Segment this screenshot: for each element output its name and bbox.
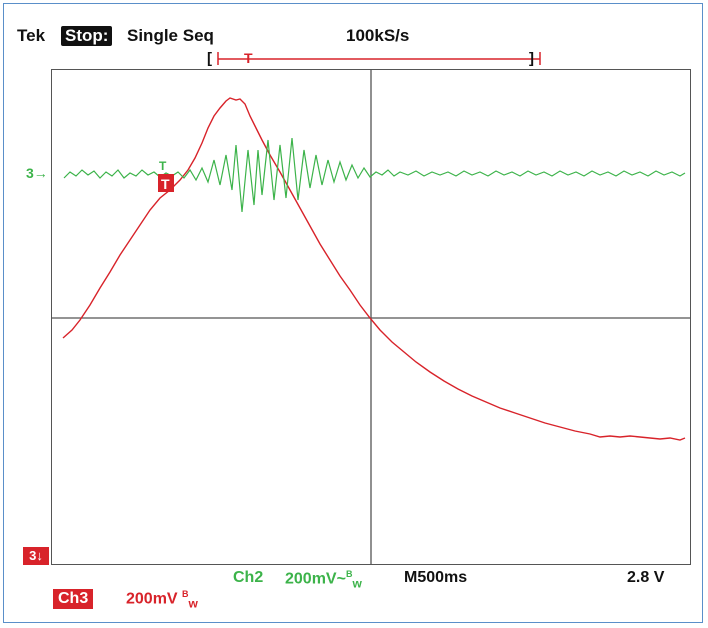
record-window-trigger-glyph: T <box>244 50 253 66</box>
ch3-trigger-marker: T <box>161 176 170 192</box>
ch2-waveform <box>63 137 686 213</box>
ch3-bandwidth-sup: B <box>182 589 189 599</box>
ch2-level-marker: 3→ <box>26 165 48 181</box>
ch2-scale: 200mV~Bw <box>285 569 362 591</box>
record-window-right-bracket: ] <box>529 50 534 67</box>
trigger-level-label: 2.8 V <box>627 569 665 586</box>
ch3-scale: 200mV Bw <box>126 589 198 611</box>
ch3-trigger-marker-box <box>158 174 174 192</box>
ch3-bandwidth-sub: w <box>188 596 198 611</box>
timebase-label: M500ms <box>404 569 468 586</box>
ch3-scale-value: 200mV <box>126 590 178 608</box>
ch3-reference-badge: 3↓ <box>23 547 49 565</box>
acquisition-status-badge: Stop: <box>61 26 113 46</box>
ch3-waveform <box>62 97 686 441</box>
ch2-bandwidth-sup: B <box>345 569 353 579</box>
sample-rate-label: 100kS/s <box>346 26 410 45</box>
ch3-label: Ch3 <box>53 589 94 609</box>
ch2-bandwidth-sub: w <box>352 576 362 591</box>
ch2-trigger-marker: T <box>159 159 167 173</box>
brand-label: Tek <box>17 26 46 45</box>
record-window-left-bracket: [ <box>207 50 212 67</box>
ch2-label: Ch2 <box>233 569 264 586</box>
acquisition-mode-label: Single Seq <box>127 26 214 45</box>
ch2-scale-value: 200mV~ <box>285 570 346 588</box>
